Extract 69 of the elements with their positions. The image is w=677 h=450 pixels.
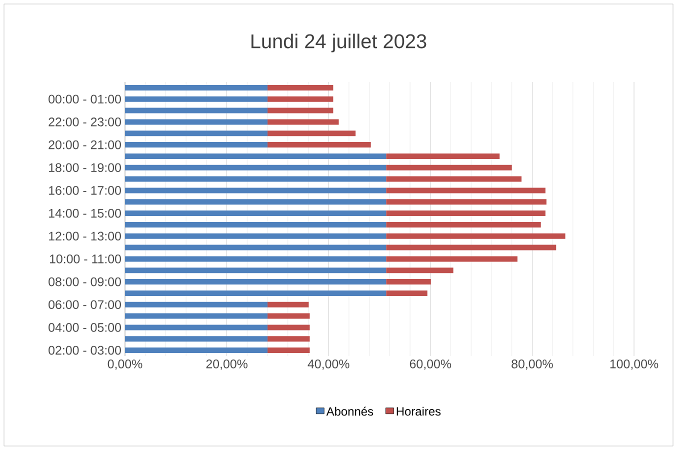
bar	[125, 244, 386, 250]
bar	[125, 313, 268, 319]
bar	[268, 302, 309, 308]
bar	[386, 199, 546, 205]
bar	[386, 153, 500, 159]
bar	[125, 142, 268, 148]
y-tick-label: 18:00 - 19:00	[49, 163, 121, 172]
bar	[268, 313, 310, 319]
x-tick-label: 100,00%	[610, 360, 658, 370]
y-tick-label: 12:00 - 13:00	[49, 232, 121, 241]
y-tick-label: 16:00 - 17:00	[49, 186, 121, 195]
bar	[268, 348, 310, 354]
bar	[386, 279, 431, 285]
bar	[386, 176, 522, 182]
bar	[386, 210, 546, 216]
bar	[268, 336, 310, 342]
bar	[125, 336, 268, 342]
bar	[125, 268, 386, 274]
bar	[268, 96, 334, 102]
bar	[125, 130, 268, 136]
bar	[125, 153, 386, 159]
bar	[386, 222, 541, 228]
y-tick-label: 10:00 - 11:00	[50, 254, 121, 264]
x-tick-label: 80,00%	[512, 360, 553, 370]
bar	[268, 108, 334, 114]
y-tick-label: 02:00 - 03:00	[48, 346, 121, 355]
y-tick-label: 00:00 - 01:00	[48, 94, 121, 104]
x-tick-label: 40,00%	[308, 360, 350, 370]
bar	[125, 176, 386, 182]
bar	[125, 279, 386, 285]
bar	[268, 119, 339, 125]
bar	[125, 256, 386, 262]
bar	[386, 256, 518, 262]
bar	[386, 233, 566, 239]
bar	[125, 210, 386, 216]
legend-label: Horaires	[396, 406, 441, 416]
bar	[268, 142, 371, 148]
y-tick-label: 22:00 - 23:00	[48, 118, 121, 126]
chart-title: Lundi 24 juillet 2023	[252, 34, 426, 52]
bar	[125, 290, 386, 296]
bar	[125, 222, 386, 228]
bar	[125, 324, 268, 330]
x-tick-label: 20,00%	[206, 360, 248, 370]
bar	[125, 233, 386, 239]
y-tick-label: 08:00 - 09:00	[48, 277, 121, 286]
bar	[125, 302, 268, 308]
bar	[125, 199, 386, 205]
bar	[125, 348, 268, 354]
y-tick-label: 14:00 - 15:00	[49, 208, 121, 218]
y-tick-label: 04:00 - 05:00	[48, 323, 121, 332]
bar	[125, 96, 268, 102]
bar	[125, 119, 268, 125]
y-tick-label: 06:00 - 07:00	[48, 300, 121, 310]
bar	[125, 84, 268, 90]
y-tick-label: 20:00 - 21:00	[48, 140, 121, 150]
bar	[125, 108, 268, 114]
bar	[125, 164, 386, 170]
bar	[386, 164, 512, 170]
bar	[268, 324, 310, 330]
bar	[268, 130, 356, 136]
x-tick-label: 60,00%	[410, 360, 452, 370]
x-tick-label: 0,00%	[108, 360, 142, 370]
bar	[125, 188, 386, 194]
bar	[268, 84, 334, 90]
legend-label: Abonnés	[326, 406, 374, 416]
bar	[386, 268, 454, 274]
bar	[386, 290, 428, 296]
bar	[386, 244, 556, 250]
bar	[386, 188, 546, 194]
